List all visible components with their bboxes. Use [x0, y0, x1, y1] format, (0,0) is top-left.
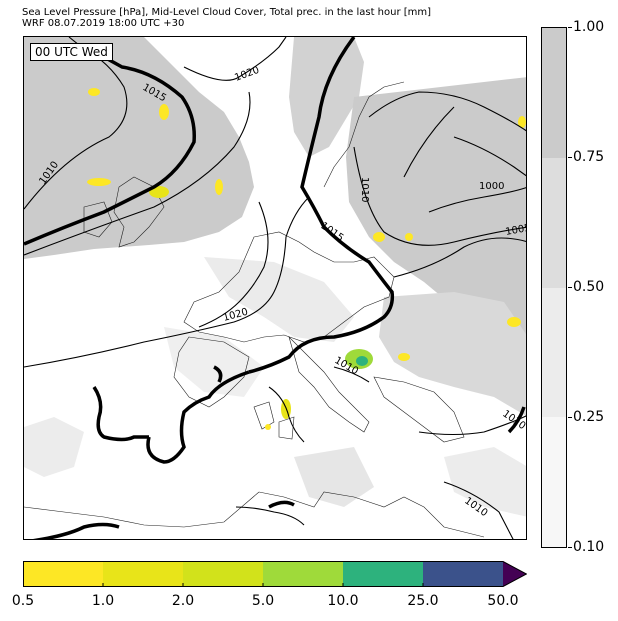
precip-swatch [103, 561, 183, 587]
precip-label: 1.0 [91, 593, 115, 609]
cloud-cover-swatch [542, 417, 566, 547]
cloud-cover-tick [568, 27, 572, 28]
cloud-cover-areas [24, 37, 526, 517]
cloud-cover-label: 0.50 [573, 279, 605, 295]
cloud-cover-label: 0.75 [573, 149, 605, 165]
isobar-1015-thick [24, 37, 526, 539]
isobar-label: 1005 [505, 223, 527, 238]
isobar-label: 1010 [359, 177, 370, 202]
cloud-cover-label: 1.00 [573, 19, 605, 35]
weather-map: 1020 1015 1010 1000 1005 1015 1020 1010 … [23, 36, 527, 540]
precip-extend-arrow [503, 561, 527, 587]
cloud-cover-colorbar [541, 27, 567, 548]
isobar-label: 1000 [479, 181, 504, 192]
precipitation-areas [87, 88, 526, 430]
cloud-cover-swatch [542, 157, 566, 288]
isobar-label: 1015 [318, 220, 345, 244]
precip-colorbar-outline [23, 561, 527, 587]
isobars [24, 37, 526, 539]
precip-label: 10.0 [327, 593, 359, 609]
cloud-cover-tick [568, 157, 572, 158]
precip-swatch [23, 561, 103, 587]
isobar-label: 1020 [233, 65, 261, 84]
cloud-cover-swatch [542, 287, 566, 418]
cloud-cover-tick [568, 547, 572, 548]
forecast-time-label: 00 UTC Wed [30, 43, 113, 61]
precipitation-colorbar [23, 561, 527, 587]
precip-label: 2.0 [171, 593, 195, 609]
cloud-cover-swatch [542, 28, 566, 158]
cloud-cover-label: 0.25 [573, 409, 605, 425]
precip-swatch [263, 561, 343, 587]
map-title: Sea Level Pressure [hPa], Mid-Level Clou… [22, 7, 432, 18]
precip-label: 0.5 [11, 593, 35, 609]
precip-swatch [183, 561, 263, 587]
precip-label: 25.0 [407, 593, 439, 609]
map-subtitle: WRF 08.07.2019 18:00 UTC +30 [22, 18, 185, 29]
cloud-cover-label: 0.10 [573, 539, 605, 555]
map-canvas: 1020 1015 1010 1000 1005 1015 1020 1010 … [24, 37, 527, 539]
cloud-cover-tick [568, 287, 572, 288]
precip-label: 50.0 [487, 593, 519, 609]
cloud-cover-tick [568, 417, 572, 418]
precip-swatch [423, 561, 503, 587]
precip-swatch [343, 561, 423, 587]
precip-label: 5.0 [251, 593, 275, 609]
